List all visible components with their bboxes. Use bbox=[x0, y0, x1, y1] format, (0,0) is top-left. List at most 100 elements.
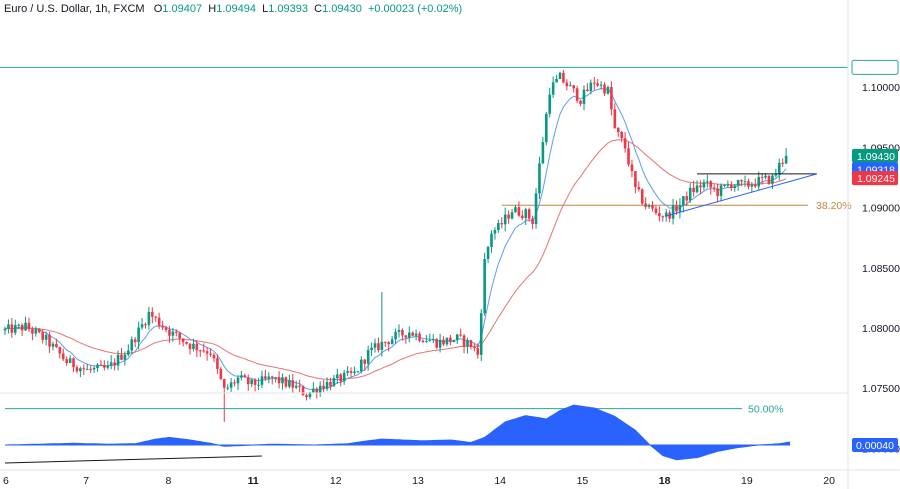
candle-body bbox=[353, 371, 356, 373]
candle-body bbox=[318, 385, 322, 393]
candle-body bbox=[363, 359, 367, 364]
high-label: H bbox=[208, 3, 217, 15]
candle-body bbox=[551, 82, 555, 95]
candle-body bbox=[10, 324, 14, 333]
candle-body bbox=[736, 180, 740, 186]
candle-body bbox=[274, 377, 277, 379]
candle-body bbox=[366, 349, 370, 364]
candle-body bbox=[723, 185, 726, 187]
candle-body bbox=[34, 329, 38, 334]
candle-body bbox=[486, 246, 490, 259]
candle-body bbox=[130, 339, 134, 351]
candle-body bbox=[301, 386, 305, 396]
candle-body bbox=[411, 332, 414, 336]
candle-body bbox=[270, 376, 274, 378]
candle-body bbox=[192, 343, 195, 349]
candle-body bbox=[647, 205, 651, 207]
candle-body bbox=[445, 337, 449, 345]
candle-body bbox=[294, 385, 298, 388]
time-tick-label: 11 bbox=[248, 475, 259, 487]
candle-body bbox=[195, 343, 199, 351]
candle-body bbox=[390, 339, 394, 345]
candle-body bbox=[678, 205, 682, 212]
candle-body bbox=[65, 359, 68, 363]
candle-body bbox=[24, 322, 27, 331]
resistance-price-tag: 1.10165 bbox=[857, 62, 895, 74]
candle-body bbox=[774, 173, 778, 176]
candle-body bbox=[61, 353, 65, 360]
ema-fast-line bbox=[4, 87, 787, 391]
candle-body bbox=[308, 392, 312, 397]
candle-body bbox=[490, 233, 493, 247]
candle-body bbox=[469, 340, 473, 348]
candle-body bbox=[7, 324, 10, 329]
candle-body bbox=[699, 185, 702, 188]
candle-body bbox=[137, 327, 140, 343]
candle-body bbox=[627, 148, 630, 165]
candle-body bbox=[510, 212, 514, 219]
time-tick-label: 8 bbox=[165, 475, 171, 487]
candle-body bbox=[452, 340, 456, 343]
candle-body bbox=[219, 368, 223, 379]
candle-body bbox=[418, 333, 421, 341]
candle-body bbox=[757, 176, 761, 187]
candle-body bbox=[428, 340, 432, 342]
candle-body bbox=[298, 385, 301, 387]
candle-body bbox=[171, 331, 175, 336]
candle-body bbox=[596, 83, 599, 86]
candle-body bbox=[589, 82, 593, 92]
chart-header: Euro / U.S. Dollar, 1h, FXCM O1.09407 H1… bbox=[4, 3, 462, 15]
candle-body bbox=[157, 317, 161, 326]
last-price-tag-bg bbox=[852, 148, 898, 163]
moving-averages bbox=[4, 87, 787, 391]
candle-body bbox=[702, 182, 706, 188]
candle-body bbox=[548, 94, 552, 114]
candle-body bbox=[459, 334, 462, 336]
candle-body bbox=[144, 324, 147, 326]
candle-body bbox=[579, 100, 582, 104]
candle-body bbox=[168, 329, 171, 336]
candle-body bbox=[243, 375, 247, 378]
candle-body bbox=[695, 185, 699, 193]
candle-body bbox=[716, 188, 719, 196]
candle-body bbox=[209, 353, 212, 355]
open-label: O bbox=[153, 3, 163, 15]
candle-body bbox=[534, 193, 538, 225]
candle-body bbox=[438, 339, 442, 348]
candle-body bbox=[260, 376, 264, 385]
candle-body bbox=[253, 379, 257, 385]
candle-body bbox=[753, 185, 757, 187]
candle-body bbox=[651, 205, 654, 209]
candle-body bbox=[325, 381, 329, 389]
candle-body bbox=[89, 368, 92, 370]
candle-body bbox=[127, 350, 130, 355]
symbol-title[interactable]: Euro / U.S. Dollar, 1h, FXCM bbox=[4, 3, 145, 15]
candle-body bbox=[568, 85, 572, 87]
candle-body bbox=[116, 354, 120, 366]
ema-slow-line bbox=[4, 139, 787, 381]
candle-body bbox=[360, 359, 363, 372]
candle-body bbox=[305, 395, 308, 397]
candle-body bbox=[123, 354, 127, 360]
candle-body bbox=[661, 216, 665, 218]
candle-body bbox=[140, 324, 144, 328]
price-tick-label: 1.10000 bbox=[862, 82, 900, 94]
candle-body bbox=[284, 377, 288, 387]
candle-body bbox=[31, 329, 34, 334]
triangle-pattern[interactable] bbox=[666, 173, 818, 217]
candle-body bbox=[473, 347, 476, 349]
candle-body bbox=[336, 374, 339, 378]
candle-body bbox=[246, 377, 250, 385]
oscillator-value-tag-bg bbox=[852, 438, 898, 452]
candle-body bbox=[27, 322, 31, 330]
close-label: C bbox=[314, 3, 323, 15]
candle-body bbox=[640, 189, 644, 204]
candle-body bbox=[421, 340, 425, 343]
candle-body bbox=[442, 339, 445, 345]
candle-body bbox=[109, 362, 113, 366]
candle-body bbox=[315, 388, 319, 393]
candle-body bbox=[743, 181, 747, 183]
candle-body bbox=[462, 335, 466, 347]
